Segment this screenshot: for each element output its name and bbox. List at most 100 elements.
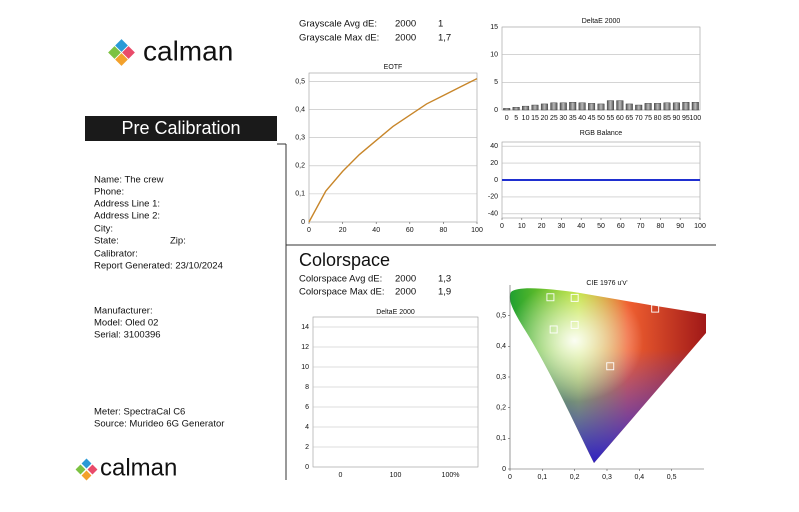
- chart-title: CIE 1976 u'v': [586, 280, 627, 287]
- x-tick-label: 60: [406, 227, 414, 234]
- chart-title: DeltaE 2000: [376, 309, 415, 316]
- info-line: Address Line 1:: [94, 199, 160, 210]
- x-tick-label: 0: [500, 223, 504, 230]
- y-tick-label: -40: [488, 211, 498, 218]
- bar: [691, 102, 699, 111]
- stat-cell: 2000: [395, 274, 416, 285]
- x-tick-label: 0,3: [602, 474, 612, 481]
- y-tick-label: 0: [301, 219, 305, 226]
- y-tick-label: 0,2: [496, 405, 506, 412]
- x-tick-label: 100: [694, 223, 706, 230]
- chart-title: DeltaE 2000: [582, 18, 621, 25]
- y-tick-label: 0: [305, 464, 309, 471]
- y-tick-label: 0: [502, 466, 506, 473]
- y-tick-label: 0,3: [295, 135, 305, 142]
- bar: [606, 100, 614, 111]
- x-tick-label: 50: [597, 223, 605, 230]
- x-tick-label: 20: [538, 223, 546, 230]
- series-line: [308, 77, 478, 223]
- x-tick-label: 80: [654, 115, 662, 122]
- logo-text: calman: [143, 35, 233, 66]
- info-line: Address Line 2:: [94, 211, 160, 222]
- chart-title: RGB Balance: [580, 130, 623, 137]
- stat-cell: Grayscale Max dE:: [299, 33, 379, 44]
- y-tick-label: 0,5: [295, 78, 305, 85]
- bar: [522, 105, 530, 111]
- x-tick-label: 40: [372, 227, 380, 234]
- stat-cell: 1,3: [438, 274, 451, 285]
- y-tick-label: 0,3: [496, 374, 506, 381]
- y-tick-label: 0,2: [295, 163, 305, 170]
- info-line: Name: The crew: [94, 175, 164, 186]
- y-tick-label: -20: [488, 194, 498, 201]
- stat-cell: 1: [438, 19, 443, 30]
- x-tick-label: 0: [307, 227, 311, 234]
- stat-cell: 1,7: [438, 33, 451, 44]
- x-tick-label: 85: [663, 115, 671, 122]
- bar: [569, 102, 577, 111]
- x-tick-label: 5: [514, 115, 518, 122]
- bar: [654, 103, 662, 111]
- x-tick-label: 0,4: [634, 474, 644, 481]
- x-tick-label: 70: [635, 115, 643, 122]
- info-line: Manufacturer:: [94, 306, 153, 317]
- stat-cell: Colorspace Avg dE:: [299, 274, 382, 285]
- y-tick-label: 0,1: [295, 191, 305, 198]
- x-tick-label: 0: [505, 115, 509, 122]
- bar: [588, 103, 596, 111]
- x-tick-label: 15: [531, 115, 539, 122]
- x-tick-label: 0: [508, 474, 512, 481]
- y-tick-label: 10: [301, 364, 309, 371]
- stat-cell: Grayscale Avg dE:: [299, 19, 377, 30]
- y-tick-label: 0,4: [496, 343, 506, 350]
- bar: [682, 102, 690, 111]
- x-tick-label: 0,5: [667, 474, 677, 481]
- x-tick-label: 25: [550, 115, 558, 122]
- x-tick-label: 100: [471, 227, 483, 234]
- bar: [578, 102, 586, 111]
- x-tick-label: 80: [657, 223, 665, 230]
- chart-title: EOTF: [384, 64, 403, 71]
- stat-cell: 2000: [395, 19, 416, 30]
- bar: [550, 102, 558, 111]
- x-tick-label: 80: [440, 227, 448, 234]
- point: [546, 293, 555, 302]
- bar: [625, 103, 633, 111]
- stat-cell: 2000: [395, 287, 416, 298]
- y-tick-label: 0: [494, 107, 498, 114]
- bar: [616, 100, 624, 111]
- info-line: State:: [94, 236, 119, 247]
- x-tick-label: 90: [676, 223, 684, 230]
- info-line: Model: Oled 02: [94, 318, 158, 329]
- x-tick-label: 0,2: [570, 474, 580, 481]
- x-tick-label: 90: [673, 115, 681, 122]
- point: [651, 304, 660, 313]
- cie-locus-white: [509, 288, 706, 463]
- x-tick-label: 100: [689, 115, 701, 122]
- y-tick-label: 14: [301, 324, 309, 331]
- info-line: Meter: SpectraCal C6: [94, 407, 185, 418]
- y-tick-label: 0: [494, 177, 498, 184]
- y-tick-label: 2: [305, 444, 309, 451]
- x-tick-label: 20: [339, 227, 347, 234]
- bar: [663, 102, 671, 111]
- x-tick-label: 30: [558, 223, 566, 230]
- x-tick-label: 60: [617, 223, 625, 230]
- point: [606, 362, 615, 371]
- x-tick-label: 10: [522, 115, 530, 122]
- x-tick-label: 95: [682, 115, 690, 122]
- x-tick-label: 65: [625, 115, 633, 122]
- x-tick-label: 100%: [442, 472, 460, 479]
- logo-top: calman: [108, 35, 233, 66]
- bar: [540, 103, 548, 111]
- info-line: Serial: 3100396: [94, 330, 161, 341]
- x-tick-label: 20: [541, 115, 549, 122]
- stat-cell: Colorspace Max dE:: [299, 287, 385, 298]
- y-tick-label: 40: [490, 143, 498, 150]
- stat-cell: 2000: [395, 33, 416, 44]
- info-line: Source: Murideo 6G Generator: [94, 419, 224, 430]
- y-tick-label: 0,5: [496, 313, 506, 320]
